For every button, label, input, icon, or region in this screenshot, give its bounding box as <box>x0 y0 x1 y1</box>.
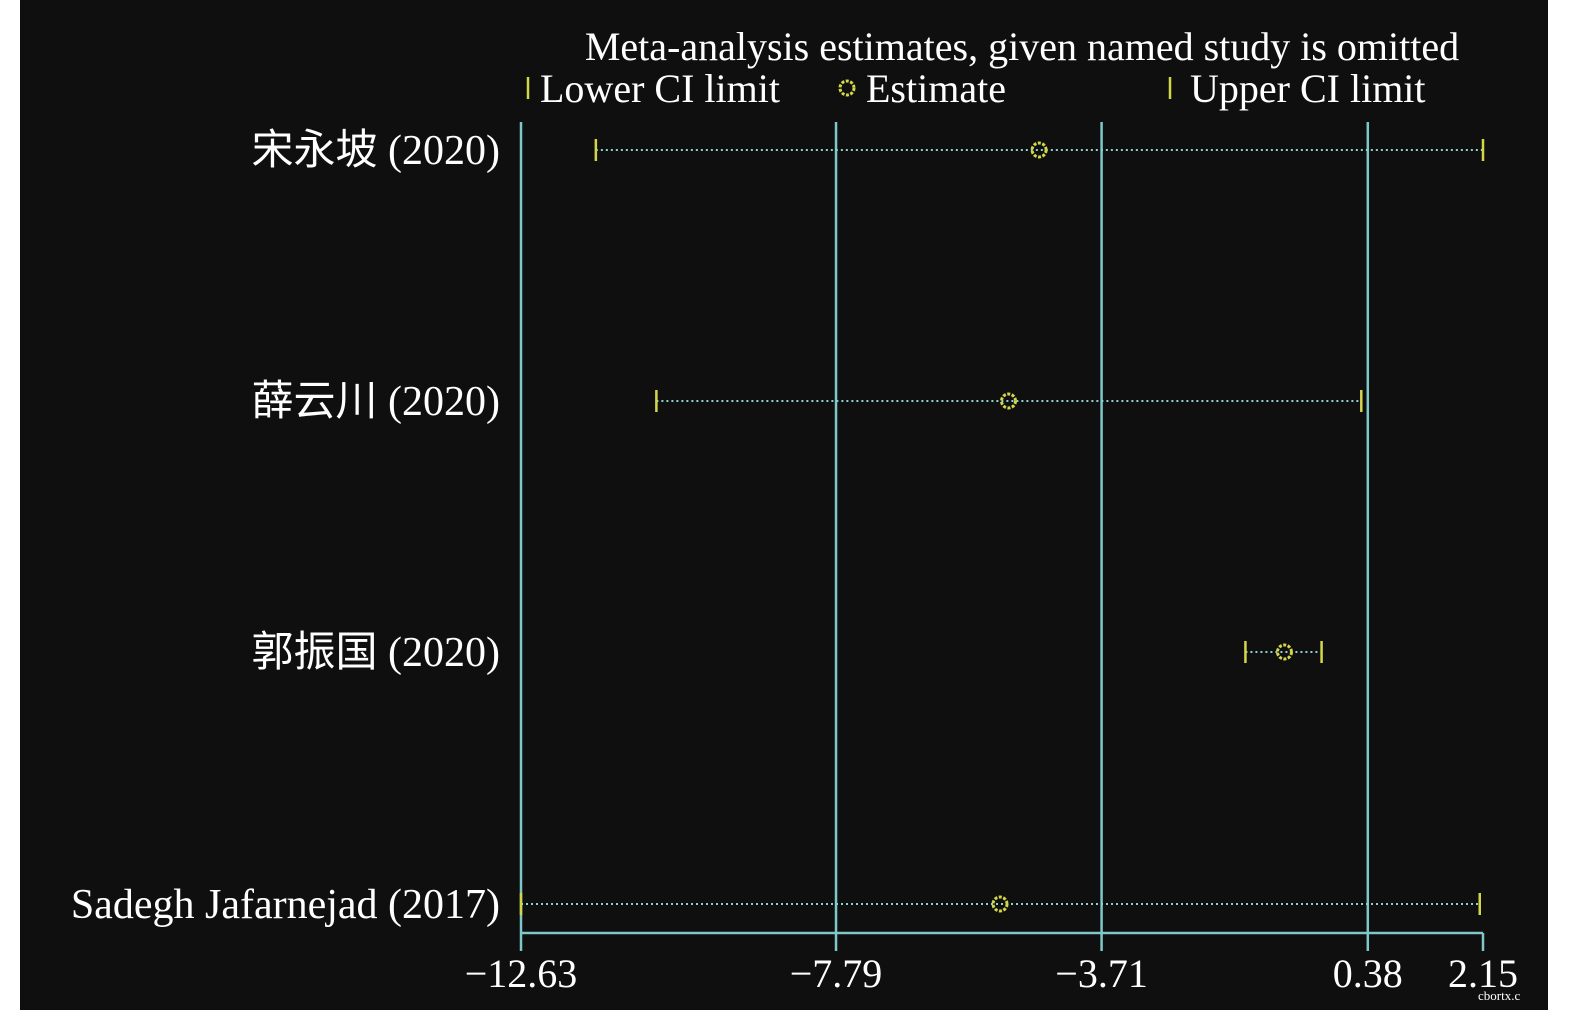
legend-lower-ci-label: Lower CI limit <box>540 66 780 111</box>
watermark: cbortx.c <box>1478 988 1520 1003</box>
study-label: 宋永坡 (2020) <box>252 128 500 174</box>
x-tick-label: −12.63 <box>465 951 578 996</box>
study-row: Sadegh Jafarnejad (2017) <box>71 882 1481 928</box>
x-tick-label: 2.15 <box>1448 951 1518 996</box>
reference-lines <box>519 122 1370 933</box>
x-tick-label: 0.38 <box>1333 951 1403 996</box>
legend: Lower CI limit Estimate Upper CI limit <box>526 66 1426 111</box>
study-row: 郭振国 (2020) <box>252 630 1323 676</box>
x-axis: −12.63 −7.79 −3.71 0.38 2.15 <box>465 931 1518 996</box>
estimate-marker <box>1275 643 1293 661</box>
study-rows: 宋永坡 (2020) 薛云川 (2020) 郭振国 (2020) Sadegh Jaf… <box>71 128 1485 928</box>
study-row: 宋永坡 (2020) <box>252 128 1485 174</box>
estimate-marker <box>1030 141 1048 159</box>
study-label: 薛云川 (2020) <box>252 379 500 425</box>
chart-title: Meta-analysis estimates, given named stu… <box>585 24 1459 69</box>
estimate-marker <box>991 895 1009 913</box>
legend-estimate-label: Estimate <box>866 66 1006 111</box>
study-label: Sadegh Jafarnejad (2017) <box>71 882 500 928</box>
legend-estimate-icon <box>838 79 856 97</box>
legend-upper-ci-label: Upper CI limit <box>1190 66 1426 111</box>
study-row: 薛云川 (2020) <box>252 379 1363 425</box>
study-label: 郭振国 (2020) <box>252 630 500 676</box>
estimate-marker <box>1000 392 1018 410</box>
x-tick-label: −7.79 <box>790 951 883 996</box>
plot-background <box>20 0 1548 1010</box>
x-tick-label: −3.71 <box>1055 951 1148 996</box>
